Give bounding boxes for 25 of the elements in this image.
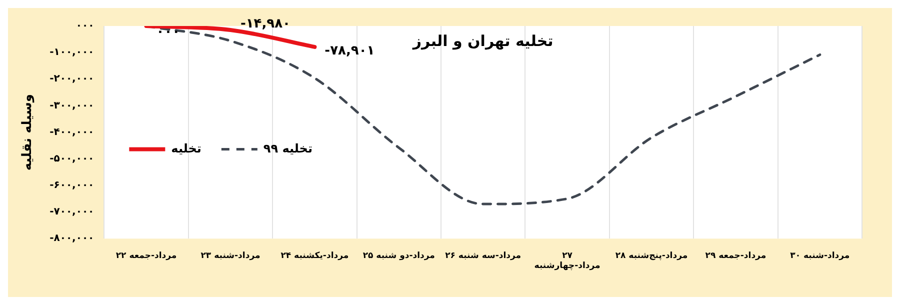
data-label: -۷۸,۹۰۱: [324, 43, 375, 58]
x-tick-label: ۲۵ مرداد-دو شنبه: [362, 250, 435, 261]
y-tick-label: -۷۰۰,۰۰۰: [50, 206, 94, 218]
x-tick-label: ۲۸ مرداد-پنج‌شنبه: [615, 250, 688, 261]
y-tick-label: -۱۰۰,۰۰۰: [50, 47, 94, 58]
y-tick-label: ۰۰۰: [76, 20, 94, 32]
x-tick-label: ۲۴ مرداد-یکشنبه: [280, 250, 349, 261]
x-tick-label: ۲۶ مرداد-سه شنبه: [445, 250, 522, 261]
legend-label: تخلیه ۹۹: [263, 141, 312, 156]
legend-label: تخلیه: [171, 141, 202, 156]
x-tick-label: ۲۲ مرداد-جمعه: [116, 250, 177, 261]
y-tick-label: -۳۰۰,۰۰۰: [50, 100, 94, 112]
data-label: -۱۴,۹۸۰: [240, 16, 290, 32]
x-tick-label: ۲۳ مرداد-شنبه: [200, 250, 260, 261]
x-tick-label: ۳۰ مرداد-شنبه: [790, 250, 850, 261]
y-tick-label: -۲۰۰,۰۰۰: [50, 74, 94, 85]
y-tick-label: -۵۰۰,۰۰۰: [50, 153, 94, 164]
y-tick-label: -۶۰۰,۰۰۰: [50, 180, 94, 192]
y-tick-label: -۴۰۰,۰۰۰: [50, 126, 94, 138]
chart-title: تخلیه تهران و البرز: [412, 32, 554, 50]
data-label: ۰۰۰: [156, 24, 180, 40]
y-axis-title: وسیله نقلیه: [20, 94, 36, 171]
x-tick-label: ۲۷ مرداد-چهارشنبه: [534, 250, 600, 272]
y-tick-label: -۸۰۰,۰۰۰: [50, 233, 94, 244]
x-tick-label: ۲۹ مرداد-جمعه: [705, 250, 766, 261]
